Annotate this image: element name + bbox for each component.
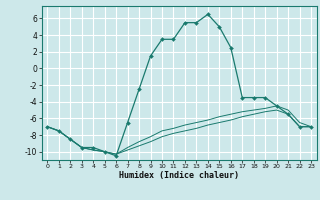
X-axis label: Humidex (Indice chaleur): Humidex (Indice chaleur): [119, 171, 239, 180]
